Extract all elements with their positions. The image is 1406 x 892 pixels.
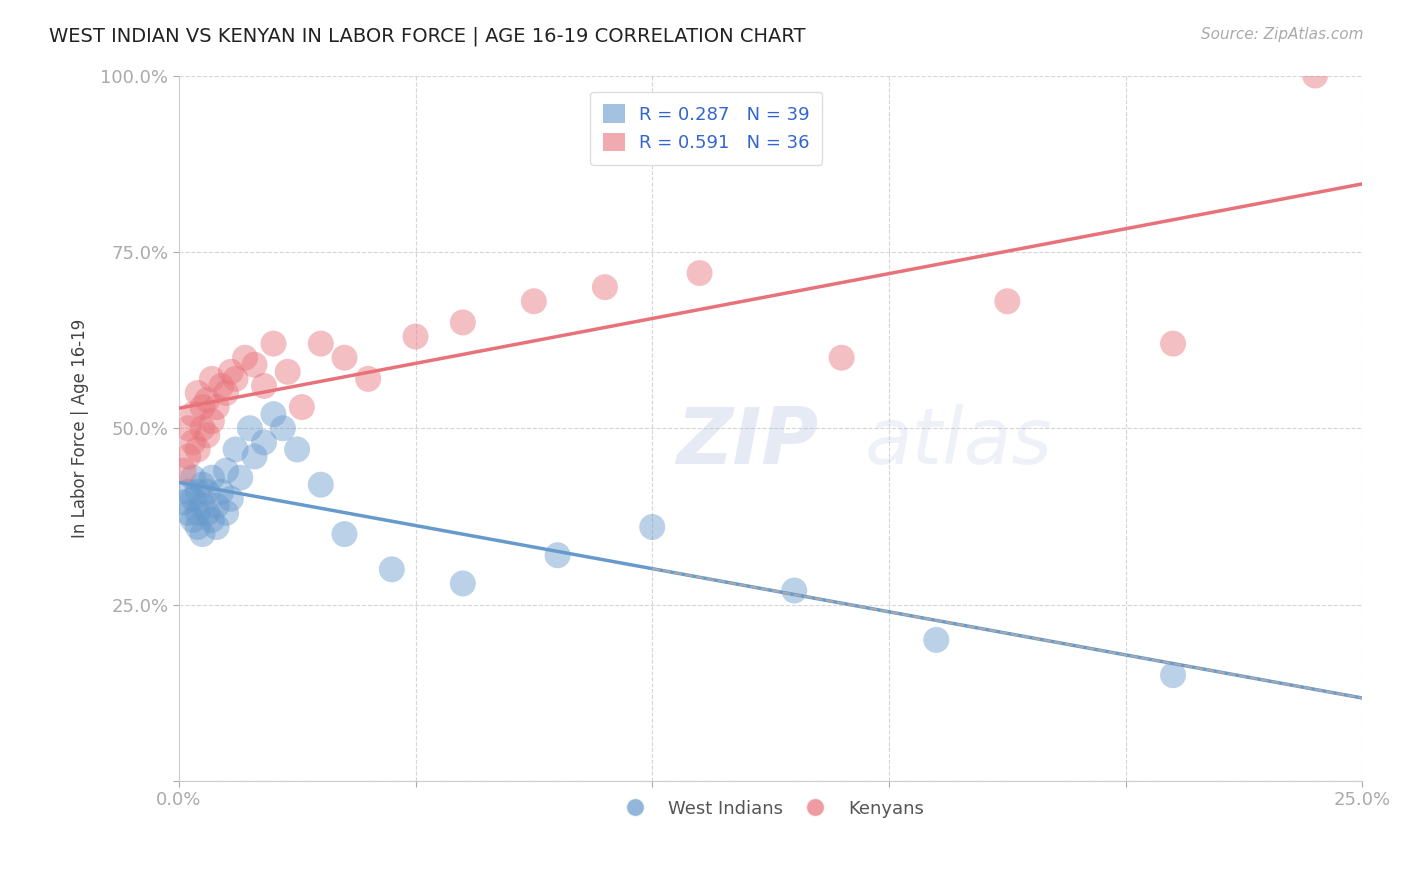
Point [381, 562, 404, 576]
Point [225, 372, 247, 386]
Point [783, 583, 806, 598]
Point [253, 435, 276, 450]
Point [191, 400, 214, 414]
Point [262, 336, 284, 351]
Y-axis label: In Labor Force | Age 16-19: In Labor Force | Age 16-19 [72, 318, 89, 538]
Point [215, 506, 238, 520]
Point [357, 372, 380, 386]
Point [309, 336, 332, 351]
Point [547, 548, 569, 562]
Point [243, 358, 266, 372]
Point [201, 414, 224, 428]
Point [187, 484, 209, 499]
Point [215, 386, 238, 401]
Text: WEST INDIAN VS KENYAN IN LABOR FORCE | AGE 16-19 CORRELATION CHART: WEST INDIAN VS KENYAN IN LABOR FORCE | A… [49, 27, 806, 46]
Point [641, 520, 664, 534]
Point [191, 527, 214, 541]
Point [689, 266, 711, 280]
Point [593, 280, 616, 294]
Point [181, 407, 204, 421]
Point [1161, 668, 1184, 682]
Point [201, 372, 224, 386]
Point [191, 499, 214, 513]
Point [187, 506, 209, 520]
Point [187, 520, 209, 534]
Point [181, 470, 204, 484]
Point [451, 315, 474, 329]
Point [277, 365, 299, 379]
Point [333, 527, 356, 541]
Point [209, 484, 232, 499]
Point [181, 435, 204, 450]
Point [995, 294, 1018, 309]
Point [177, 506, 200, 520]
Point [309, 477, 332, 491]
Point [177, 450, 200, 464]
Point [239, 421, 262, 435]
Point [205, 520, 228, 534]
Point [262, 407, 284, 421]
Point [181, 491, 204, 506]
Point [291, 400, 314, 414]
Point [285, 442, 308, 457]
Point [195, 428, 218, 442]
Point [195, 484, 218, 499]
Point [451, 576, 474, 591]
Point [219, 365, 242, 379]
Text: ZIP: ZIP [676, 404, 818, 481]
Point [191, 477, 214, 491]
Point [181, 513, 204, 527]
Point [233, 351, 256, 365]
Point [1161, 336, 1184, 351]
Point [219, 491, 242, 506]
Point [173, 464, 195, 478]
Legend: West Indians, Kenyans: West Indians, Kenyans [610, 792, 931, 825]
Point [191, 421, 214, 435]
Point [243, 450, 266, 464]
Point [229, 470, 252, 484]
Point [205, 400, 228, 414]
Text: atlas: atlas [865, 404, 1053, 481]
Point [201, 513, 224, 527]
Point [215, 464, 238, 478]
Point [1303, 69, 1326, 83]
Point [271, 421, 294, 435]
Point [201, 470, 224, 484]
Point [205, 499, 228, 513]
Point [173, 495, 195, 509]
Point [831, 351, 853, 365]
Point [177, 421, 200, 435]
Point [187, 442, 209, 457]
Point [405, 329, 427, 343]
Point [925, 632, 948, 647]
Point [177, 484, 200, 499]
Point [187, 386, 209, 401]
Text: Source: ZipAtlas.com: Source: ZipAtlas.com [1201, 27, 1364, 42]
Point [333, 351, 356, 365]
Point [225, 442, 247, 457]
Point [523, 294, 546, 309]
Point [195, 506, 218, 520]
Point [195, 392, 218, 407]
Point [253, 379, 276, 393]
Point [209, 379, 232, 393]
